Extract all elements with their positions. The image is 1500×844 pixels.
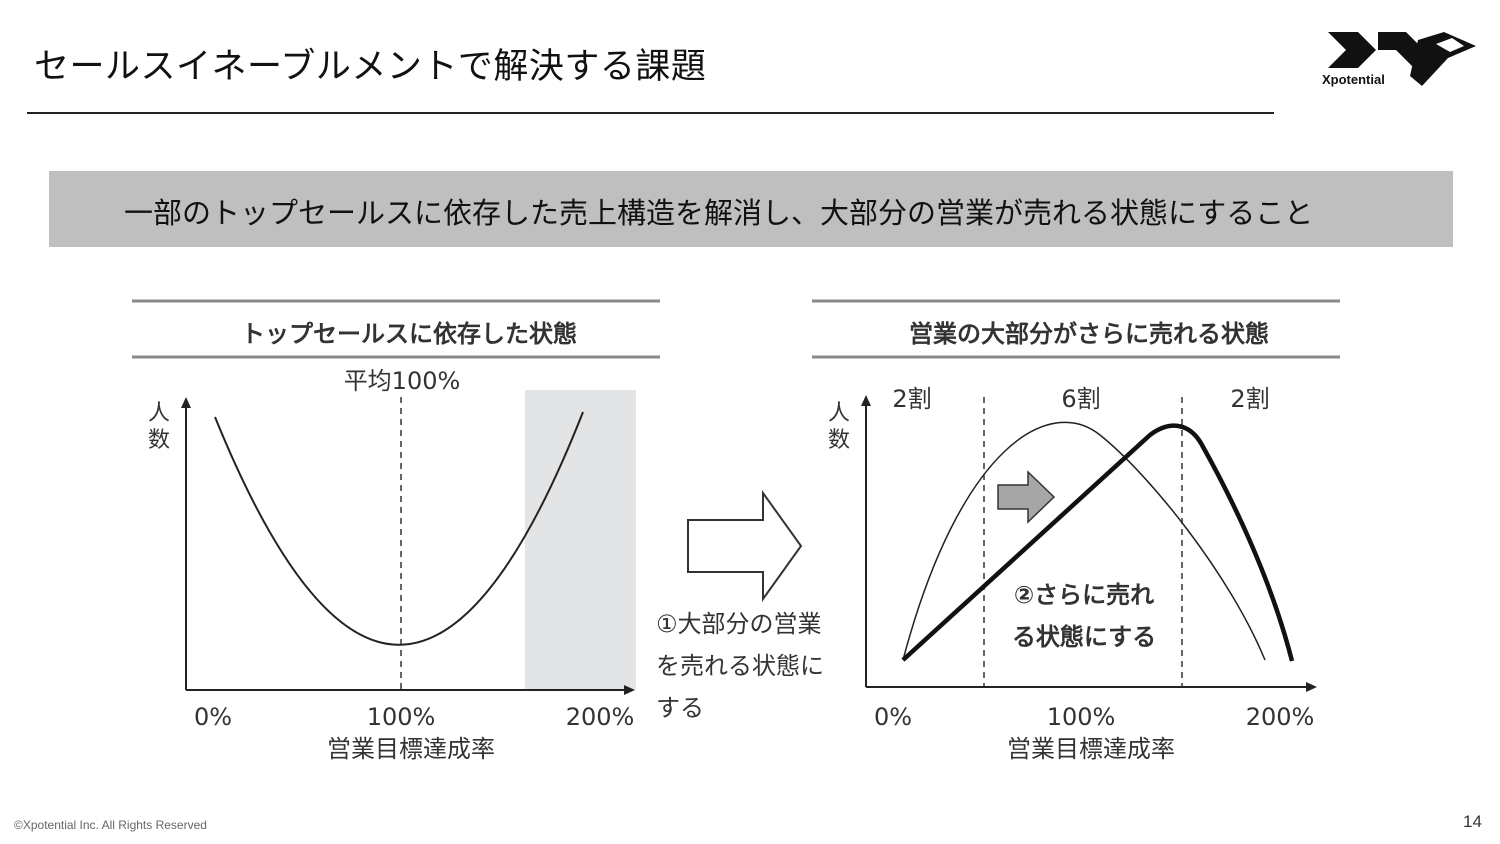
right-diagram: 2割 6割 2割 人 数 ②さらに売れ る状態にする 0% 100% 200% … bbox=[812, 299, 1340, 763]
shifted-distribution-curve bbox=[901, 423, 1295, 662]
annotation-line2: る状態にする bbox=[1012, 623, 1156, 651]
transition-caption-line3: する bbox=[656, 694, 704, 722]
left-x-tick-100: 100% bbox=[367, 703, 436, 731]
right-x-tick-100: 100% bbox=[1047, 703, 1116, 731]
right-y-label-2: 数 bbox=[828, 428, 850, 453]
page-number: 14 bbox=[1463, 812, 1482, 831]
original-distribution-curve bbox=[902, 421, 1266, 661]
transition-arrow bbox=[687, 490, 803, 602]
right-y-label-1: 人 bbox=[828, 401, 850, 426]
left-panel-title: トップセールスに依存した状態 bbox=[241, 320, 577, 348]
key-message-banner bbox=[49, 171, 1453, 247]
average-label: 平均100% bbox=[344, 367, 461, 395]
left-diagram: 平均100% 人 数 0% 100% 200% 営業目標達成率 bbox=[132, 299, 660, 763]
transition-caption-line1: ①大部分の営業 bbox=[656, 610, 822, 638]
right-x-tick-0: 0% bbox=[874, 703, 912, 731]
left-y-axis-arrowhead bbox=[181, 397, 191, 408]
key-message-text: 一部のトップセールスに依存した売上構造を解消し、大部分の営業が売れる状態にするこ… bbox=[124, 196, 1314, 230]
title-divider bbox=[27, 112, 1274, 114]
transition-caption: ①大部分の営業 を売れる状態に する bbox=[656, 610, 824, 722]
u-shaped-distribution-curve bbox=[214, 411, 584, 646]
right-x-axis-label: 営業目標達成率 bbox=[1007, 735, 1175, 763]
left-x-tick-200: 200% bbox=[566, 703, 635, 731]
xpotential-logo bbox=[1328, 32, 1476, 86]
logo-wordmark: Xpotential bbox=[1322, 72, 1385, 87]
left-x-axis-arrowhead bbox=[624, 685, 635, 695]
left-x-axis-label: 営業目標達成率 bbox=[327, 735, 495, 763]
left-y-label-1: 人 bbox=[148, 401, 170, 426]
copyright-footer: ©Xpotential Inc. All Rights Reserved bbox=[14, 818, 207, 832]
segment-label-middle: 6割 bbox=[1061, 385, 1100, 413]
segment-label-right: 2割 bbox=[1230, 385, 1269, 413]
transition-caption-line2: を売れる状態に bbox=[656, 652, 824, 680]
left-x-tick-0: 0% bbox=[194, 703, 232, 731]
right-panel-title: 営業の大部分がさらに売れる状態 bbox=[909, 320, 1269, 348]
shift-arrow bbox=[997, 470, 1056, 524]
top-sales-highlight bbox=[525, 390, 636, 690]
left-y-label-2: 数 bbox=[148, 428, 170, 453]
right-x-axis-arrowhead bbox=[1306, 682, 1317, 692]
right-x-tick-200: 200% bbox=[1246, 703, 1315, 731]
slide-title: セールスイネーブルメントで解決する課題 bbox=[34, 47, 707, 87]
right-y-axis-arrowhead bbox=[861, 395, 871, 406]
segment-label-left: 2割 bbox=[892, 385, 931, 413]
annotation-line1: ②さらに売れ bbox=[1014, 581, 1154, 609]
